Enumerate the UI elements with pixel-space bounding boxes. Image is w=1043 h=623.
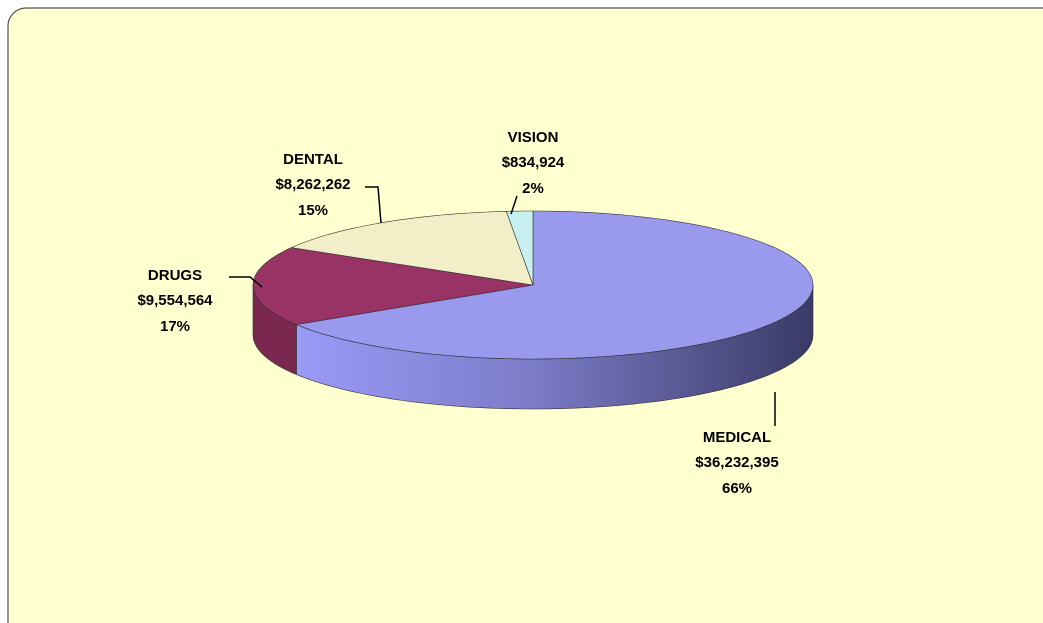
slice-value-label: $36,232,395 — [695, 454, 778, 471]
slice-percent-label: 17% — [160, 318, 190, 335]
slice-label: DRUGS — [148, 267, 202, 284]
slice — [290, 210, 534, 286]
slice-label: DENTAL — [283, 151, 343, 168]
slice — [295, 210, 814, 360]
slice-value-label: $834,924 — [502, 154, 565, 171]
slice-percent-label: 66% — [722, 480, 752, 497]
pie-tops — [252, 210, 814, 360]
leader-line — [510, 195, 518, 215]
leader-line — [365, 186, 382, 224]
slice-percent-label: 2% — [522, 180, 544, 197]
slice — [252, 247, 534, 325]
slice — [505, 210, 534, 286]
leader-line — [229, 276, 263, 288]
slice-percent-label: 15% — [298, 202, 328, 219]
slice-label: VISION — [508, 129, 559, 146]
slice-value-label: $8,262,262 — [275, 176, 350, 193]
slice-value-label: $9,554,564 — [137, 292, 213, 309]
slice-label: MEDICAL — [703, 429, 771, 446]
pie-labels: MEDICAL $36,232,395 66% DRUGS $9,554,564 17% D… — [137, 129, 778, 497]
